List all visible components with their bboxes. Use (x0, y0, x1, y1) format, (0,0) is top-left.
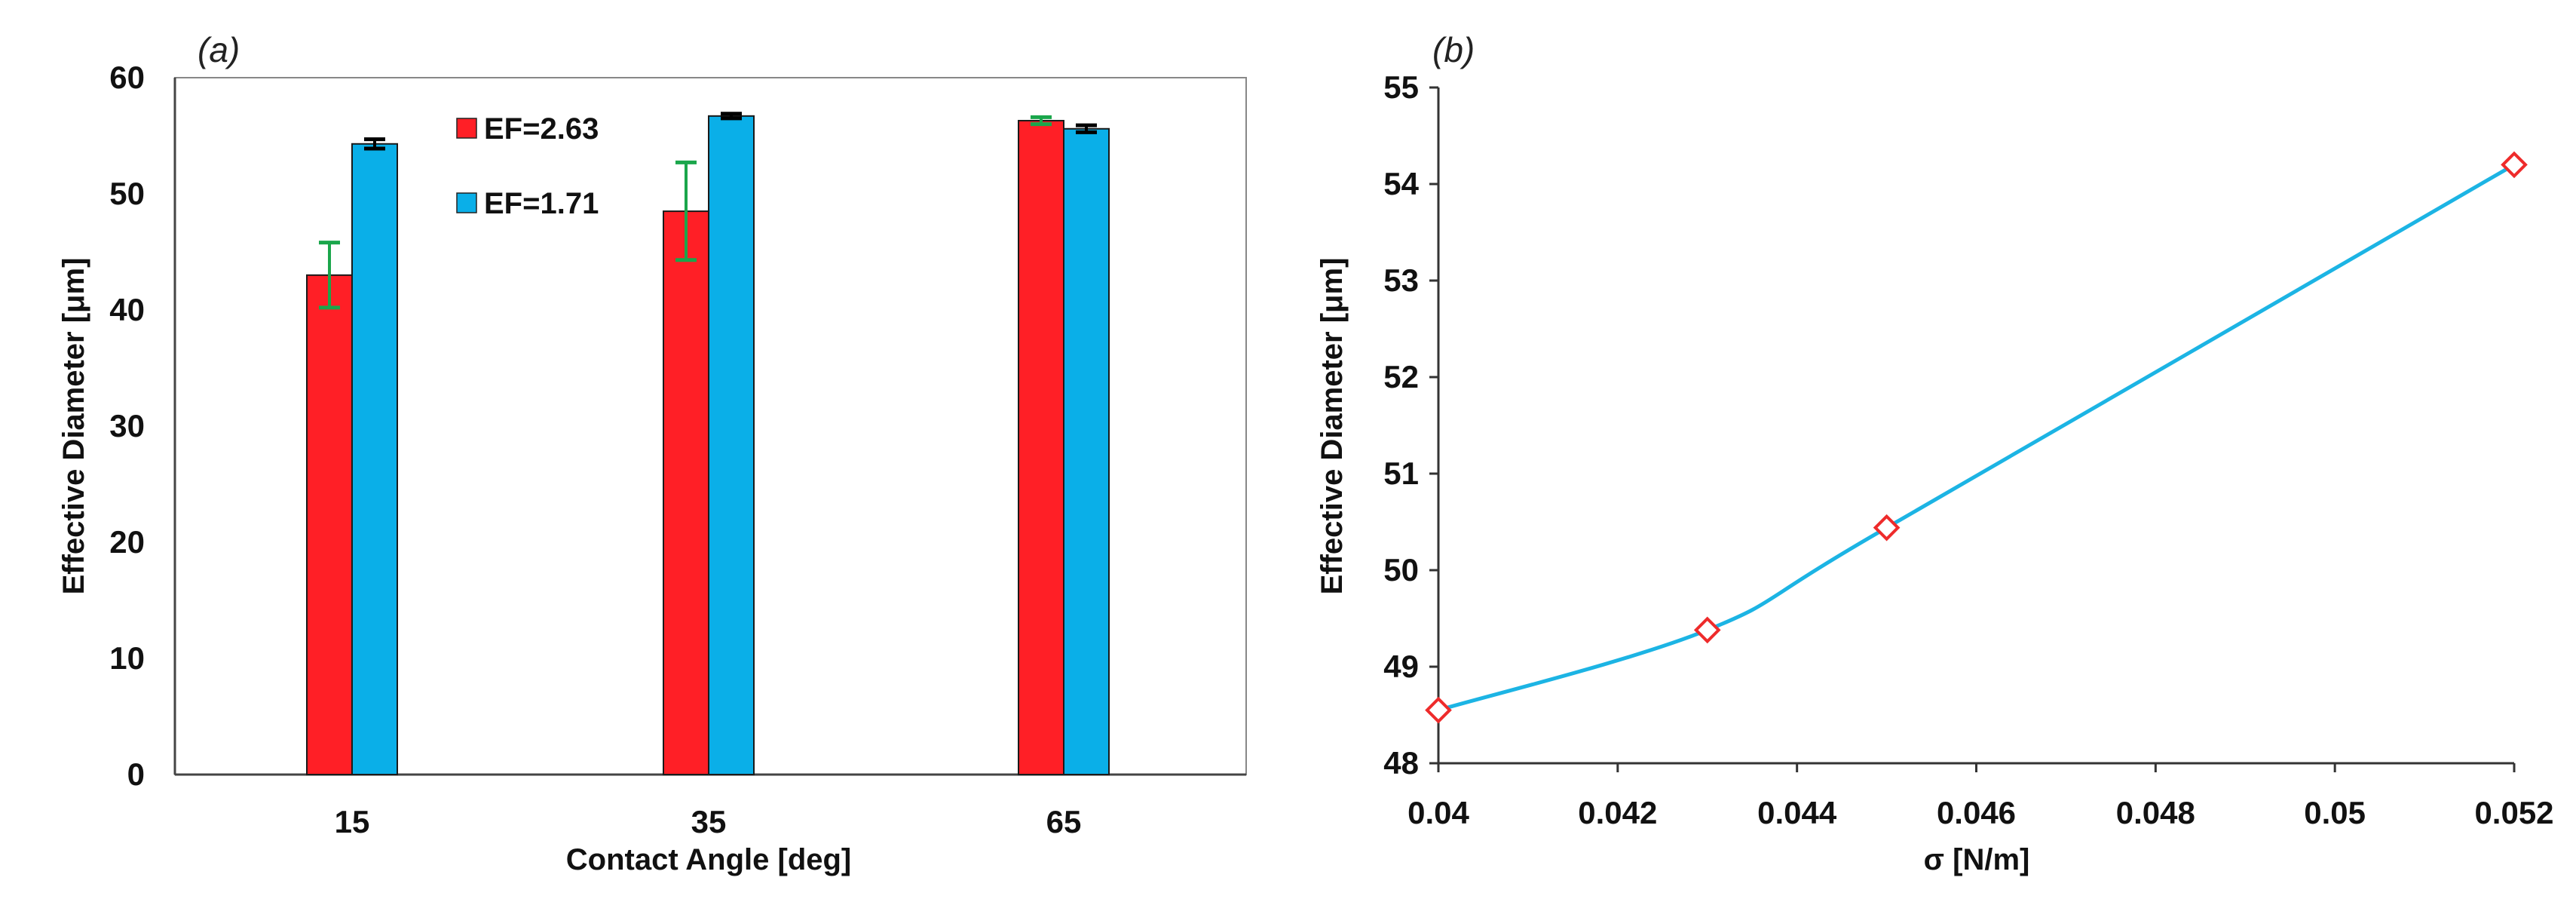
error-bar (675, 160, 697, 262)
error-bar (1076, 123, 1097, 134)
error-bars-group (319, 112, 1097, 310)
bar-ef-1-71-15 (351, 143, 398, 775)
bar-chart-panel: (a) 0 10 20 30 40 50 60 15 35 65 EF=2.63 EF=1.71… (57, 30, 1247, 876)
y-axis-title-b: Effective Diameter [μm] (1316, 258, 1349, 595)
x-tick-label: 35 (691, 804, 727, 839)
y-tick-label: 20 (109, 524, 145, 560)
x-tick-label: 0.048 (2116, 795, 2195, 830)
data-markers-group (1425, 151, 2528, 724)
y-tick-label: 0 (127, 756, 145, 792)
error-bar (721, 112, 742, 121)
y-tick-label: 51 (1383, 456, 1419, 491)
legend-label-ef-2-63: EF=2.63 (484, 112, 599, 146)
error-bar (319, 241, 340, 310)
y-tick-label: 50 (1383, 552, 1419, 588)
legend-swatch-ef-2-63 (456, 118, 477, 139)
bar-ef-1-71-65 (1063, 127, 1110, 775)
legend: EF=2.63 EF=1.71 (456, 112, 599, 220)
error-bar (1031, 115, 1052, 127)
data-marker (2501, 151, 2528, 179)
y-tick-labels-b: 48 49 50 51 52 53 54 55 (1383, 69, 1438, 781)
y-tick-label: 30 (109, 408, 145, 443)
data-marker (1873, 514, 1901, 542)
error-bar (364, 137, 385, 151)
y-tick-label: 49 (1383, 649, 1419, 684)
y-tick-label: 55 (1383, 69, 1419, 105)
x-tick-label: 0.052 (2474, 795, 2553, 830)
bar-ef-2-63-65 (1018, 119, 1064, 776)
bar-ef-2-63-15 (306, 274, 353, 775)
x-tick-label: 65 (1046, 804, 1082, 839)
x-tick-label: 0.042 (1578, 795, 1657, 830)
y-tick-label: 10 (109, 640, 145, 676)
x-tick-labels-b: 0.04 0.042 0.044 0.046 0.048 0.05 0.052 (1407, 763, 2554, 830)
y-axis-title-a: Effective Diameter [μm] (57, 258, 90, 595)
line-chart-panel: (b) 48 49 50 51 52 53 54 55 0.04 0.042 0.044 0.046… (1316, 30, 2554, 876)
y-tick-label: 52 (1383, 359, 1419, 394)
panel-a-label: (a) (198, 30, 240, 69)
x-axis-title-b: σ [N/m] (1924, 843, 2030, 876)
y-tick-label: 53 (1383, 262, 1419, 298)
data-marker (1425, 696, 1452, 724)
y-tick-label: 40 (109, 292, 145, 327)
x-tick-label: 15 (335, 804, 370, 839)
y-tick-labels-a: 0 10 20 30 40 50 60 (109, 60, 145, 792)
legend-label-ef-1-71: EF=1.71 (484, 187, 599, 220)
series-line (1438, 163, 2516, 712)
x-tick-label: 0.044 (1757, 795, 1837, 830)
x-axis-title-a: Contact Angle [deg] (566, 843, 852, 876)
panel-b-label: (b) (1432, 30, 1475, 69)
x-tick-labels-a: 15 35 65 (335, 804, 1082, 839)
x-tick-label: 0.046 (1937, 795, 2016, 830)
legend-swatch-ef-1-71 (456, 192, 477, 213)
y-tick-label: 48 (1383, 745, 1419, 781)
x-tick-label: 0.04 (1407, 795, 1469, 830)
y-tick-label: 50 (109, 176, 145, 211)
y-tick-label: 54 (1383, 166, 1419, 201)
y-tick-label: 60 (109, 60, 145, 95)
bar-ef-1-71-35 (708, 115, 755, 775)
bars-group (306, 115, 1110, 776)
data-marker (1693, 616, 1721, 644)
x-tick-label: 0.05 (2304, 795, 2366, 830)
bar-ef-2-63-35 (663, 210, 709, 776)
